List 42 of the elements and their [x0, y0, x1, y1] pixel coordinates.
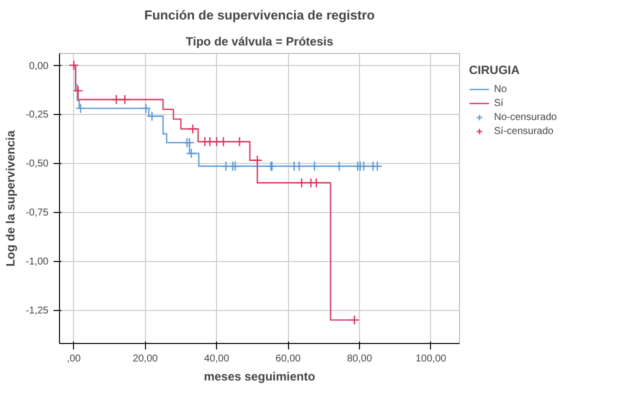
legend-label: Sí-censurado	[494, 124, 554, 138]
y-axis-title: Log de la supervivencia	[4, 130, 18, 267]
legend-label: No	[494, 82, 508, 96]
x-axis-title: meses seguimiento	[204, 370, 316, 384]
point	[296, 178, 307, 188]
point	[111, 94, 122, 105]
point	[140, 103, 152, 114]
point	[188, 124, 198, 134]
x-tick-label: ,00	[66, 354, 82, 364]
point	[146, 111, 158, 122]
point	[68, 60, 79, 70]
chart-subtitle: Tipo de válvula = Prótesis	[186, 34, 334, 48]
legend-label: No-censurado	[494, 110, 557, 124]
point	[211, 136, 222, 147]
y-tick-label: -1,25	[26, 306, 49, 317]
point	[311, 178, 322, 188]
point	[349, 314, 360, 326]
point	[234, 136, 245, 147]
point	[120, 94, 130, 105]
point	[186, 148, 196, 159]
y-tick-label: -0,25	[26, 110, 49, 121]
point	[334, 161, 344, 172]
point	[230, 161, 240, 172]
point	[309, 161, 320, 172]
point	[75, 103, 86, 114]
point	[184, 138, 195, 148]
point	[218, 136, 229, 147]
x-tick-label: 40,00	[204, 354, 230, 364]
chart-title: Función de supervivencia de registro	[144, 8, 375, 22]
point	[72, 86, 84, 96]
legend-label: Sí	[494, 96, 504, 110]
x-tick-label: 100,00	[416, 354, 447, 364]
legend-title: CIRUGIA	[469, 63, 521, 77]
x-tick-label: 60,00	[276, 354, 302, 364]
y-tick-label: -1,00	[26, 256, 49, 268]
y-tick-label: -0,50	[26, 158, 49, 170]
x-tick-label: 20,00	[132, 354, 158, 364]
y-tick-label: 0,00	[29, 60, 49, 72]
point	[252, 155, 263, 166]
y-tick-label: -0,75	[26, 208, 49, 219]
x-tick-label: 80,00	[346, 354, 372, 364]
point	[294, 161, 304, 172]
